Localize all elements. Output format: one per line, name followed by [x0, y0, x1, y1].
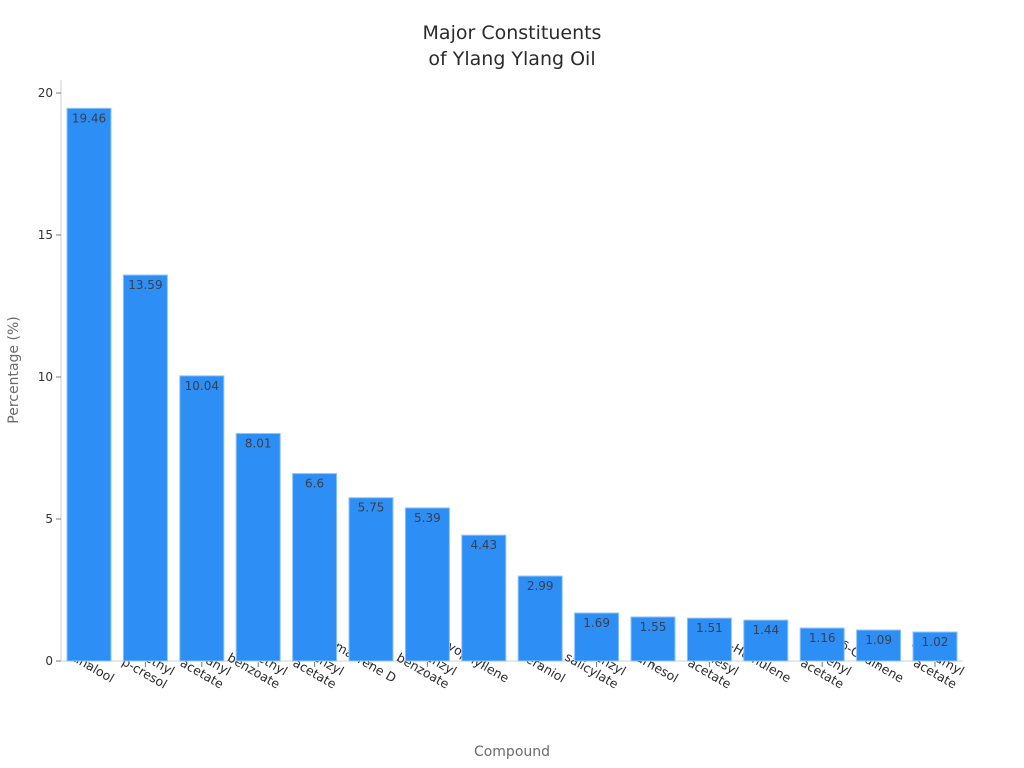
bar-group: 1.55	[630, 616, 676, 662]
bar-value-label: 10.04	[185, 379, 219, 393]
bar-value-label: 4.43	[470, 538, 497, 552]
bar	[404, 507, 450, 662]
bar	[461, 534, 507, 662]
bar-value-label: 19.46	[72, 111, 106, 125]
bar-value-label: 1.51	[696, 621, 723, 635]
y-tick-label: 5	[45, 512, 53, 526]
bar-value-label: 13.59	[128, 278, 162, 292]
bar-group: 1.69	[574, 612, 620, 662]
chart-title: Major Constituents of Ylang Ylang Oil	[0, 20, 1024, 72]
bar-value-label: 8.01	[245, 437, 272, 451]
bar	[179, 375, 225, 662]
bar	[912, 631, 958, 662]
bar	[292, 473, 338, 662]
bar	[348, 497, 394, 662]
bar-value-label: 1.16	[809, 631, 836, 645]
bar-value-label: 6.6	[305, 477, 324, 491]
bar-group: 5.39	[404, 507, 450, 662]
bar-value-label: 1.02	[922, 635, 949, 649]
bar	[66, 107, 112, 662]
bar-value-label: 2.99	[527, 579, 554, 593]
y-axis-title: Percentage (%)	[6, 316, 22, 423]
y-tick-label: 0	[45, 654, 53, 668]
bar-group: 13.59	[122, 274, 168, 662]
bar-group: 2.99	[517, 575, 563, 662]
x-axis-title: Compound	[474, 744, 550, 760]
chart-title-line-2: of Ylang Ylang Oil	[428, 48, 596, 70]
bar-group: 1.51	[686, 617, 732, 662]
bar-value-label: 5.75	[358, 501, 385, 515]
bar-value-label: 1.09	[865, 633, 892, 647]
bar-group: 1.09	[856, 629, 902, 662]
bar-group: 4.43	[461, 534, 507, 662]
bar	[799, 627, 845, 662]
bar	[856, 629, 902, 662]
bar	[630, 616, 676, 662]
bar	[743, 619, 789, 662]
bar-group: 1.16	[799, 627, 845, 662]
bar	[686, 617, 732, 662]
y-tick-label: 20	[38, 86, 53, 100]
bar	[235, 433, 281, 662]
bar-value-label: 1.44	[752, 623, 779, 637]
bar-group: 8.01	[235, 433, 281, 662]
bar-value-label: 1.55	[640, 620, 667, 634]
bar-group: 10.04	[179, 375, 225, 662]
y-tick-label: 10	[38, 370, 53, 384]
bar-group: 1.44	[743, 619, 789, 662]
bars: 19.46 13.59 10.04 8.01 6.6 5.75 5.39 4.43 2.99 1.…	[66, 107, 958, 662]
bar-group: 19.46	[66, 107, 112, 662]
bar	[122, 274, 168, 662]
bar	[517, 575, 563, 662]
y-tick-label: 15	[38, 228, 53, 242]
bar-group: 6.6	[292, 473, 338, 662]
bar-value-label: 5.39	[414, 511, 441, 525]
bar-group: 5.75	[348, 497, 394, 662]
bar-group: 1.02	[912, 631, 958, 662]
bar	[574, 612, 620, 662]
y-axis: 0 5 10 15 20	[38, 80, 62, 668]
bar-value-label: 1.69	[583, 616, 610, 630]
chart-title-line-1: Major Constituents	[422, 22, 602, 44]
